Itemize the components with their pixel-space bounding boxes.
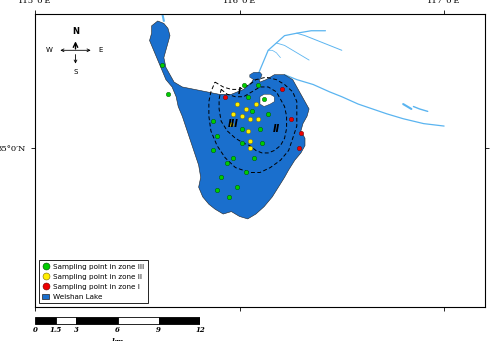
Text: W: W [46, 47, 53, 53]
Text: N: N [72, 27, 79, 35]
Polygon shape [260, 94, 274, 106]
Text: I: I [238, 87, 241, 97]
Text: 0: 0 [32, 326, 38, 333]
Text: 1.5: 1.5 [50, 326, 62, 333]
Text: 6: 6 [115, 326, 120, 333]
Polygon shape [250, 72, 262, 79]
Polygon shape [150, 21, 309, 219]
Text: 3: 3 [74, 326, 78, 333]
Bar [35, 317, 56, 325]
Text: E: E [98, 47, 102, 53]
Bar [56, 317, 76, 325]
Legend: Sampling point in zone III, Sampling point in zone II, Sampling point in zone I,: Sampling point in zone III, Sampling poi… [38, 260, 148, 303]
Text: III: III [228, 119, 239, 129]
Text: 12: 12 [195, 326, 205, 333]
Text: II: II [272, 123, 280, 133]
Bar [159, 317, 200, 325]
Bar [76, 317, 118, 325]
Text: S: S [74, 69, 78, 75]
Text: 9: 9 [156, 326, 161, 333]
Bar [118, 317, 159, 325]
Text: km: km [112, 338, 124, 341]
